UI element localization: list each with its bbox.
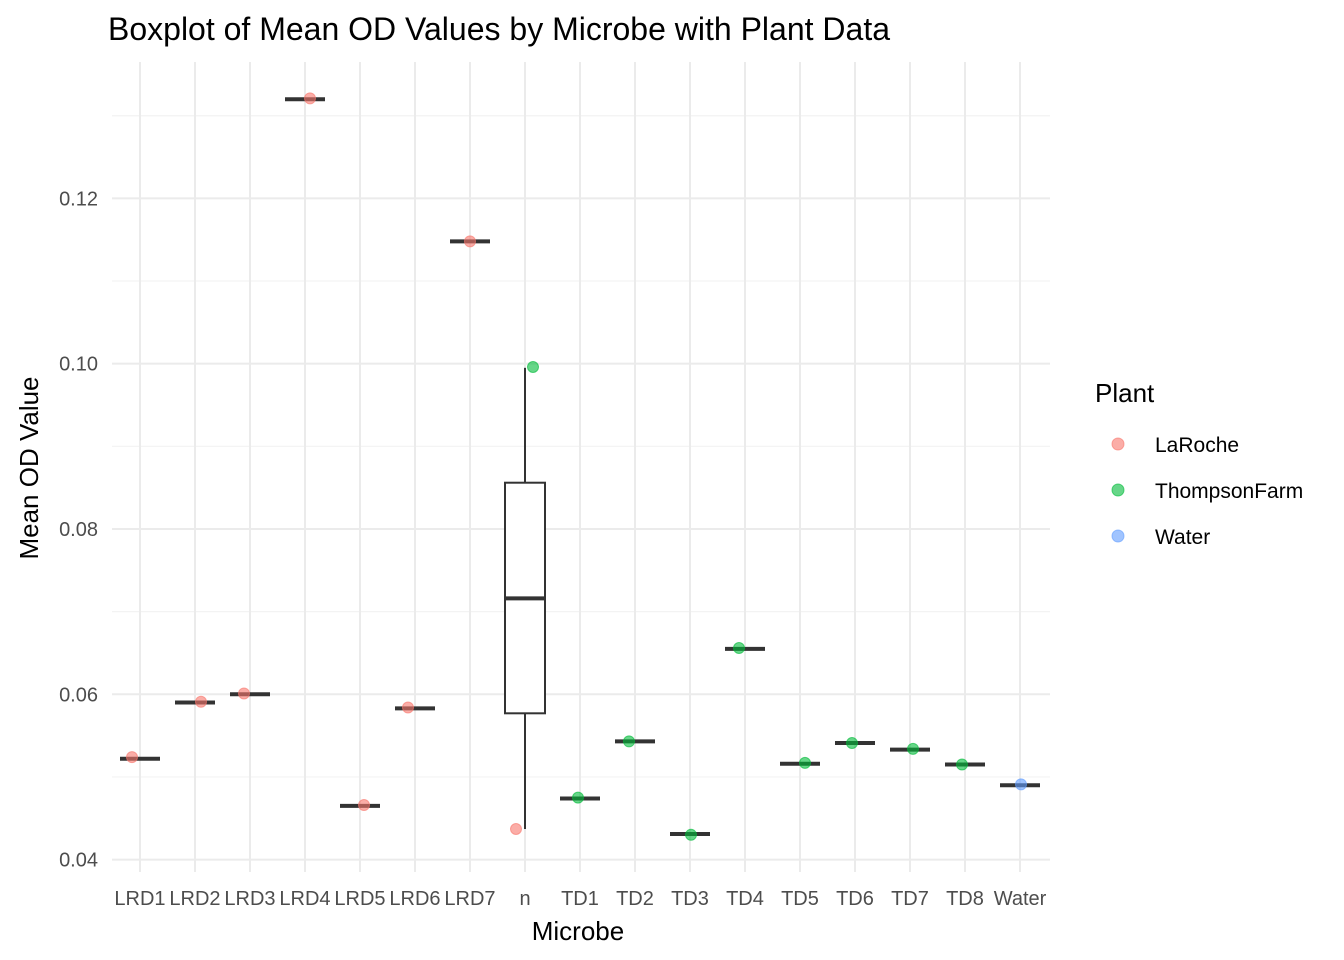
x-axis-ticks: LRD1 LRD2 LRD3 LRD4 LRD5 LRD6 LRD7 n TD1 TD2 TD3 TD… bbox=[114, 888, 1046, 910]
x-tick-label: TD7 bbox=[891, 888, 929, 910]
x-tick-label: LRD2 bbox=[169, 888, 220, 910]
y-tick-label: 0.04 bbox=[59, 850, 98, 872]
point-TD3 bbox=[685, 828, 697, 841]
y-tick-label: 0.10 bbox=[59, 354, 98, 376]
x-tick-label: TD1 bbox=[561, 888, 599, 910]
x-tick-label: TD2 bbox=[616, 888, 654, 910]
legend-title: Plant bbox=[1095, 378, 1155, 408]
point-LRD3 bbox=[238, 687, 250, 700]
x-tick-label: LRD1 bbox=[114, 888, 165, 910]
point-TD4 bbox=[733, 642, 745, 655]
x-tick-label: LRD5 bbox=[334, 888, 385, 910]
x-tick-label: LRD7 bbox=[444, 888, 495, 910]
chart-title: Boxplot of Mean OD Values by Microbe wit… bbox=[108, 11, 890, 47]
legend-label-Water: Water bbox=[1155, 526, 1210, 549]
point-n bbox=[510, 823, 522, 836]
x-tick-label: Water bbox=[994, 888, 1047, 910]
legend-key-Water bbox=[1111, 529, 1125, 543]
y-axis-ticks: 0.04 0.06 0.08 0.10 0.12 bbox=[59, 188, 98, 871]
point-LRD5 bbox=[358, 799, 370, 812]
legend-label-ThompsonFarm: ThompsonFarm bbox=[1155, 480, 1303, 503]
x-tick-label: LRD3 bbox=[224, 888, 275, 910]
point-LRD2 bbox=[195, 695, 207, 708]
x-tick-label: n bbox=[519, 888, 530, 910]
point-TD1 bbox=[572, 791, 584, 804]
x-tick-label: TD5 bbox=[781, 888, 819, 910]
point-TD6 bbox=[846, 737, 858, 750]
x-tick-label: LRD6 bbox=[389, 888, 440, 910]
data-points bbox=[126, 92, 1027, 841]
y-tick-label: 0.08 bbox=[59, 519, 98, 541]
point-TD7 bbox=[907, 742, 919, 755]
y-tick-label: 0.06 bbox=[59, 684, 98, 706]
legend-key-ThompsonFarm bbox=[1111, 483, 1125, 497]
point-n bbox=[527, 360, 539, 373]
x-tick-label: TD4 bbox=[726, 888, 764, 910]
legend-key-LaRoche bbox=[1111, 437, 1125, 451]
y-tick-label: 0.12 bbox=[59, 188, 98, 210]
point-TD8 bbox=[956, 758, 968, 771]
point-TD2 bbox=[623, 735, 635, 748]
legend-entries: LaRoche ThompsonFarm Water bbox=[1111, 434, 1303, 549]
x-tick-label: TD8 bbox=[946, 888, 984, 910]
point-LRD7 bbox=[464, 235, 476, 248]
legend-label-LaRoche: LaRoche bbox=[1155, 434, 1239, 457]
x-tick-label: TD6 bbox=[836, 888, 874, 910]
point-TD5 bbox=[799, 756, 811, 769]
x-tick-label: TD3 bbox=[671, 888, 709, 910]
point-Water bbox=[1015, 778, 1027, 791]
legend: Plant LaRoche ThompsonFarm Water bbox=[1095, 378, 1303, 549]
point-LRD4 bbox=[304, 92, 316, 105]
x-axis-title: Microbe bbox=[532, 916, 624, 946]
y-axis-title: Mean OD Value bbox=[14, 376, 44, 559]
x-tick-label: LRD4 bbox=[279, 888, 330, 910]
point-LRD6 bbox=[402, 701, 414, 714]
point-LRD1 bbox=[126, 751, 138, 764]
box-n bbox=[504, 367, 546, 830]
